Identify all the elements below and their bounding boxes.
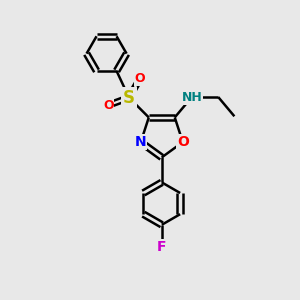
Text: O: O (177, 135, 189, 149)
Text: N: N (135, 135, 147, 149)
Text: O: O (135, 72, 146, 85)
Text: F: F (157, 240, 166, 254)
Text: O: O (103, 99, 114, 112)
Text: S: S (123, 88, 135, 106)
Text: NH: NH (182, 91, 202, 103)
